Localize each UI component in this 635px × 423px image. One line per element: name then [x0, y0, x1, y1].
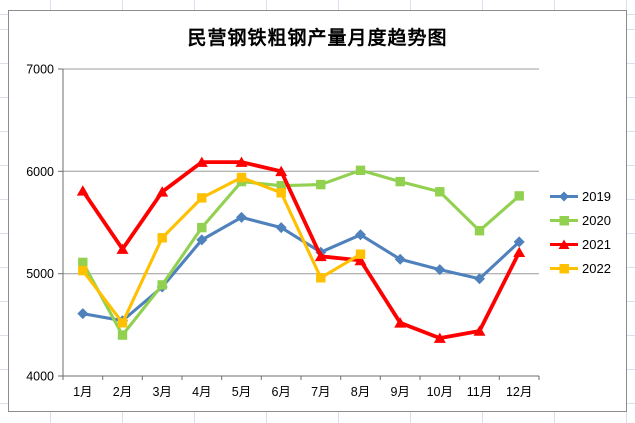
series-line [81, 175, 362, 325]
y-axis-label: 4000 [26, 370, 54, 384]
data-point-marker [435, 187, 445, 197]
legend-item-2021[interactable]: 2021 [550, 235, 624, 253]
data-point-marker [78, 265, 88, 276]
data-point-marker [276, 181, 286, 191]
x-axis-label: 6月 [271, 385, 290, 399]
x-axis-label: 7月 [311, 385, 330, 399]
legend-label: 2022 [582, 260, 611, 276]
data-point-marker [434, 264, 446, 276]
legend-item-2022[interactable]: 2022 [550, 259, 624, 277]
data-point-marker [117, 330, 128, 340]
data-point-marker [76, 185, 89, 196]
legend-marker-triangle [550, 239, 578, 249]
x-axis-label: 3月 [152, 385, 171, 399]
data-point-marker [275, 222, 287, 234]
data-point-marker [395, 176, 405, 187]
data-point-marker [236, 172, 247, 183]
data-point-marker [236, 211, 247, 223]
y-axis-label: 5000 [26, 267, 54, 281]
data-point-marker [314, 250, 327, 262]
series-2021[interactable] [76, 156, 526, 343]
data-point-marker [235, 156, 248, 167]
data-point-marker [513, 246, 526, 257]
data-point-marker [355, 165, 366, 175]
data-point-marker [157, 233, 167, 243]
legend-marker-square [550, 263, 578, 273]
data-point-marker [197, 222, 207, 233]
y-axis-label: 7000 [26, 63, 54, 77]
data-point-marker [117, 318, 128, 328]
data-point-marker [355, 249, 366, 259]
data-point-marker [355, 229, 366, 241]
legend-item-2019[interactable]: 2019 [550, 187, 624, 205]
data-point-marker [474, 273, 485, 285]
chart-title: 民营钢铁粗钢产量月度趋势图 [187, 28, 448, 49]
data-point-marker [514, 191, 524, 201]
data-point-marker [513, 236, 525, 248]
series-line [81, 160, 521, 340]
legend: 2019 2020 2021 2022 [550, 187, 624, 277]
x-axis-label: 9月 [390, 385, 409, 399]
y-axis-label: 6000 [26, 165, 54, 179]
chart[interactable]: 民营钢铁粗钢产量月度趋势图 4000 5000 6000 7000 1月 2月 3月 4月 5月… [8, 10, 627, 412]
x-axis-label: 11月 [467, 385, 492, 399]
data-point-marker [275, 165, 288, 177]
series-2020[interactable] [78, 165, 524, 340]
data-point-marker [276, 188, 286, 198]
series-line [81, 168, 521, 337]
legend-item-2020[interactable]: 2020 [550, 211, 624, 229]
data-point-marker [197, 193, 207, 203]
data-point-marker [78, 257, 88, 268]
data-point-marker [195, 156, 208, 167]
data-point-marker [196, 234, 208, 246]
legend-label: 2020 [582, 212, 611, 228]
data-point-marker [473, 325, 486, 336]
data-point-marker [474, 226, 485, 236]
legend-label: 2019 [582, 188, 611, 204]
x-axis-label: 2月 [113, 385, 132, 399]
legend-marker-diamond [550, 191, 578, 201]
legend-label: 2021 [582, 236, 611, 252]
data-point-marker [354, 254, 367, 266]
x-axis-label: 5月 [232, 385, 251, 399]
data-point-marker [157, 280, 167, 290]
x-axis-label: 4月 [192, 385, 211, 399]
x-axis-label: 12月 [506, 385, 532, 399]
data-point-marker [156, 186, 169, 197]
data-point-marker [77, 308, 89, 320]
data-point-marker [433, 332, 446, 343]
x-axis-label: 1月 [73, 385, 92, 399]
series-2022[interactable] [78, 172, 366, 328]
data-point-marker [316, 273, 326, 283]
x-axis-label: 10月 [427, 385, 453, 399]
data-point-marker [394, 317, 407, 328]
legend-marker-square [550, 215, 578, 225]
x-axis-label: 8月 [351, 385, 370, 399]
data-point-marker [316, 179, 326, 190]
plot-area[interactable]: 4000 5000 6000 7000 1月 2月 3月 4月 5月 6月 7月 8月 9月 10月 11月… [9, 11, 626, 411]
data-point-marker [116, 243, 129, 254]
